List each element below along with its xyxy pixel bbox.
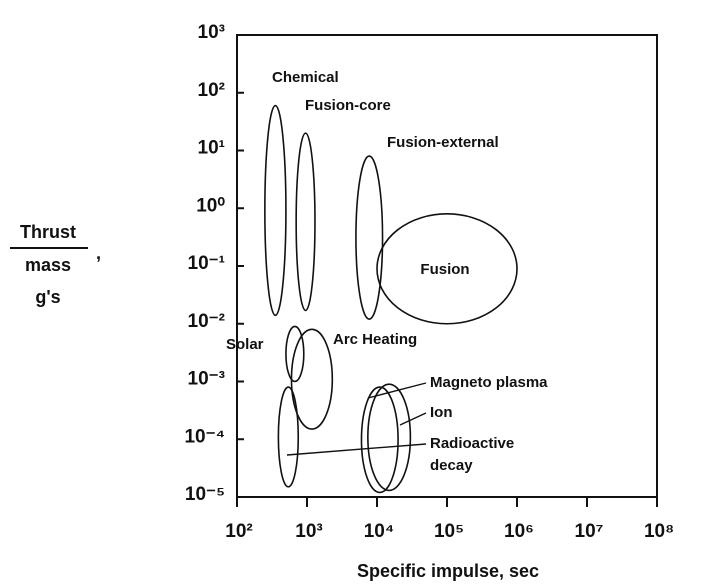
y-tick-label: 10⁻² (188, 311, 226, 332)
region (355, 155, 384, 320)
region (295, 132, 316, 312)
y-tick-label: 10¹ (198, 138, 225, 159)
y-tick-label: 10⁻³ (188, 369, 226, 390)
x-tick-label: 10⁴ (364, 521, 395, 542)
x-axis-label: Specific impulse, sec (357, 561, 539, 581)
region (264, 104, 287, 317)
leader-line (399, 412, 427, 426)
x-tick-label: 10⁶ (504, 521, 534, 542)
y-tick-label: 10³ (198, 22, 225, 43)
y-tick-label: 10² (198, 80, 225, 101)
leader-line (367, 382, 427, 399)
region-label: Magneto plasma (430, 374, 548, 391)
x-tick-label: 10⁵ (434, 521, 464, 542)
region-label: Chemical (272, 69, 339, 86)
x-tick-label: 10³ (295, 521, 322, 542)
y-axis-label-denominator: mass (25, 255, 71, 275)
x-tick-label: 10⁸ (644, 521, 674, 542)
region-label: Fusion-core (305, 97, 391, 114)
region (277, 386, 300, 488)
region-label: Ion (430, 404, 453, 421)
y-tick-label: 10⁻⁴ (184, 426, 225, 447)
region-label: Arc Heating (333, 331, 417, 348)
region-label: Solar (226, 336, 264, 353)
region (285, 325, 305, 383)
region-label: Fusion-external (387, 134, 499, 151)
leader-line (286, 443, 427, 456)
region-label: Fusion (420, 261, 469, 278)
y-tick-label: 10⁰ (196, 195, 225, 216)
y-axis-label-numerator: Thrust (20, 222, 76, 242)
region-label: Radioactive decay (430, 435, 514, 474)
region (376, 213, 518, 325)
x-tick-label: 10⁷ (575, 521, 604, 542)
y-axis-label-separator: , (96, 243, 101, 263)
region (367, 383, 412, 492)
y-tick-label: 10⁻⁵ (185, 484, 225, 505)
region (290, 328, 334, 430)
y-tick-label: 10⁻¹ (188, 253, 226, 274)
x-tick-label: 10² (225, 521, 252, 542)
y-axis-label-units: g's (35, 287, 60, 307)
region (360, 386, 399, 494)
